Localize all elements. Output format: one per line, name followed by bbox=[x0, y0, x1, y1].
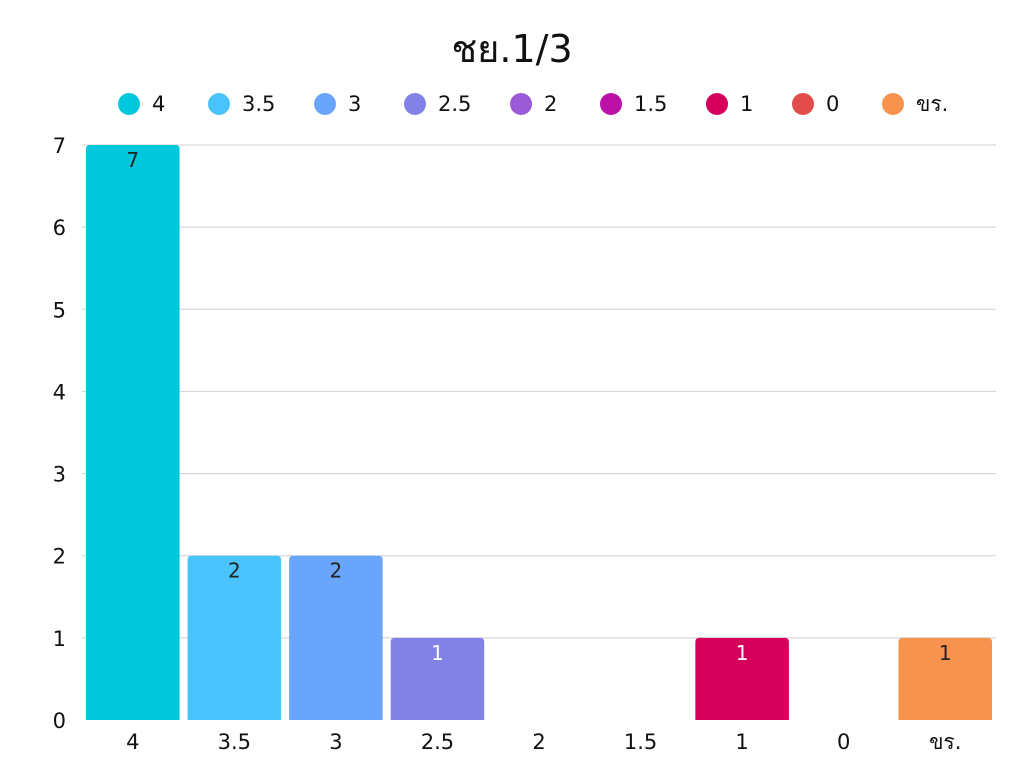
bar bbox=[695, 637, 789, 720]
data-label: 2 bbox=[228, 559, 241, 583]
bar bbox=[898, 637, 992, 720]
data-label: 1 bbox=[431, 641, 444, 665]
legend-swatch bbox=[882, 93, 904, 115]
legend-item: 2 bbox=[510, 88, 557, 120]
x-tick-label: 2.5 bbox=[421, 730, 454, 754]
y-tick-label: 0 bbox=[53, 709, 66, 733]
y-tick-label: 3 bbox=[53, 463, 66, 487]
legend-item: 0 bbox=[792, 88, 839, 120]
y-tick-label: 6 bbox=[53, 216, 66, 240]
bar bbox=[390, 637, 485, 720]
legend-item: 1 bbox=[706, 88, 753, 120]
legend-swatch bbox=[208, 93, 230, 115]
data-label: 7 bbox=[126, 148, 139, 172]
y-tick-label: 4 bbox=[53, 380, 66, 404]
legend-swatch bbox=[792, 93, 814, 115]
data-label: 1 bbox=[736, 641, 749, 665]
y-tick-label: 5 bbox=[53, 298, 66, 322]
legend-swatch bbox=[118, 93, 140, 115]
x-tick-label: 1 bbox=[735, 730, 748, 754]
legend-label: 1 bbox=[740, 92, 754, 116]
data-label: 2 bbox=[330, 559, 343, 583]
legend-item: 4 bbox=[118, 88, 165, 120]
x-tick-label: 1.5 bbox=[624, 730, 657, 754]
x-tick-label: 3 bbox=[329, 730, 342, 754]
bar bbox=[187, 555, 282, 720]
x-tick-label: 4 bbox=[126, 730, 139, 754]
legend-swatch bbox=[404, 93, 426, 115]
legend-item: ขร. bbox=[882, 88, 948, 120]
legend-swatch bbox=[510, 93, 532, 115]
y-tick-label: 2 bbox=[53, 545, 66, 569]
data-label: 1 bbox=[939, 641, 952, 665]
x-tick-label: 2 bbox=[532, 730, 545, 754]
legend-label: 0 bbox=[826, 92, 840, 116]
legend-swatch bbox=[706, 93, 728, 115]
legend-swatch bbox=[314, 93, 336, 115]
y-tick-label: 7 bbox=[53, 134, 66, 158]
bar bbox=[289, 555, 383, 720]
x-tick-label: ขร. bbox=[929, 730, 961, 754]
legend-item: 3 bbox=[314, 88, 361, 120]
bar bbox=[86, 145, 180, 720]
legend-label: ขร. bbox=[916, 91, 949, 116]
y-tick-label: 1 bbox=[53, 627, 66, 651]
legend: 4 3.5 3 2.5 2 1.5 1 0 ขร. bbox=[0, 88, 1024, 120]
legend-label: 2 bbox=[544, 92, 558, 116]
legend-label: 2.5 bbox=[438, 92, 472, 116]
legend-label: 3 bbox=[348, 92, 362, 116]
x-tick-label: 3.5 bbox=[218, 730, 251, 754]
legend-item: 1.5 bbox=[600, 88, 667, 120]
legend-label: 3.5 bbox=[242, 92, 276, 116]
legend-item: 2.5 bbox=[404, 88, 471, 120]
legend-label: 1.5 bbox=[634, 92, 668, 116]
legend-swatch bbox=[600, 93, 622, 115]
legend-label: 4 bbox=[152, 92, 166, 116]
chart-title: ชย.1/3 bbox=[451, 27, 573, 71]
legend-item: 3.5 bbox=[208, 88, 275, 120]
x-tick-label: 0 bbox=[837, 730, 850, 754]
